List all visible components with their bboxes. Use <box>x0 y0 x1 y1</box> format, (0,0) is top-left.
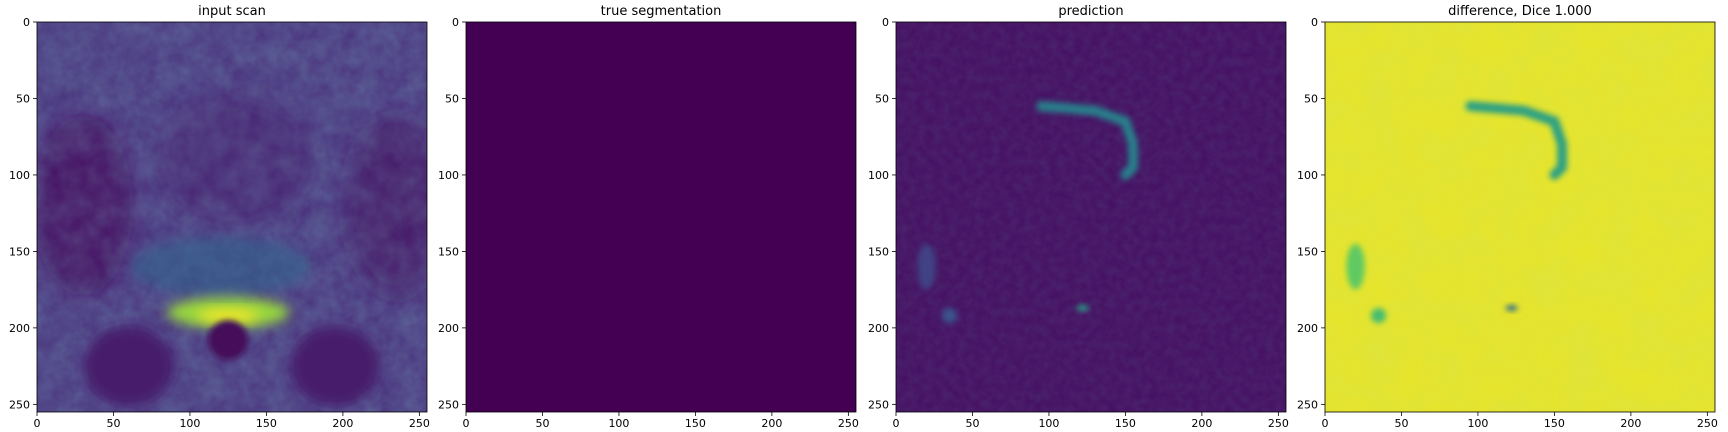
activation-blob <box>917 243 936 290</box>
y-tick-label: 150 <box>9 245 30 258</box>
heatmap-texture <box>1325 22 1715 412</box>
panel-title: true segmentation <box>601 4 722 19</box>
x-tick-label: 150 <box>1115 417 1136 430</box>
x-tick-label: 100 <box>608 417 629 430</box>
panel-2: prediction 0 50 100 150 200 250 0 50 100 150 200 250 <box>868 4 1289 430</box>
axes-frame <box>1324 21 1716 413</box>
axes-frame <box>895 21 1287 413</box>
x-tick-label: 50 <box>965 417 979 430</box>
x-tick-label: 50 <box>1394 417 1408 430</box>
heatmap-texture <box>896 22 1286 412</box>
panel-1: true segmentation 0 50 100 150 200 250 0 50 100 15… <box>438 4 859 430</box>
femoral-head <box>290 326 381 407</box>
y-tick-label: 200 <box>438 322 459 335</box>
x-tick-label: 50 <box>106 417 120 430</box>
x-tick-label: 200 <box>332 417 353 430</box>
x-tick-label: 250 <box>1268 417 1289 430</box>
y-tick-label: 50 <box>16 92 30 105</box>
y-tick-label: 0 <box>1311 16 1318 29</box>
y-tick-label: 150 <box>438 245 459 258</box>
activation-arc <box>1036 101 1139 180</box>
x-tick-label: 0 <box>893 417 900 430</box>
bright-region <box>197 309 259 322</box>
x-tick-label: 0 <box>34 417 41 430</box>
y-tick-label: 200 <box>9 322 30 335</box>
y-tick-label: 200 <box>1297 322 1318 335</box>
x-tick-label: 250 <box>409 417 430 430</box>
heatmap-image <box>896 22 1286 412</box>
y-tick-label: 150 <box>868 245 889 258</box>
x-tick-label: 200 <box>761 417 782 430</box>
y-tick-label: 150 <box>1297 245 1318 258</box>
x-tick-label: 150 <box>685 417 706 430</box>
heatmap-image <box>466 22 856 412</box>
x-tick-label: 250 <box>1697 417 1718 430</box>
x-tick-label: 0 <box>1322 417 1329 430</box>
y-tick-label: 200 <box>868 322 889 335</box>
x-tick-label: 100 <box>1467 417 1488 430</box>
axes-frame <box>36 21 428 413</box>
panel-0: input scan 0 50 100 150 200 250 0 50 100 150 200 250 <box>9 4 430 430</box>
panel-3: difference, Dice 1.000 0 50 100 150 200 250 0 50… <box>1297 4 1718 430</box>
x-tick-label: 200 <box>1620 417 1641 430</box>
activation-blob <box>1346 243 1365 290</box>
y-tick-label: 50 <box>875 92 889 105</box>
activation-blob <box>1505 304 1518 312</box>
panel-title: input scan <box>198 4 266 19</box>
y-tick-label: 250 <box>438 398 459 411</box>
rectum-region <box>208 320 249 360</box>
x-tick-label: 250 <box>838 417 859 430</box>
x-tick-label: 100 <box>1038 417 1059 430</box>
y-tick-label: 250 <box>9 398 30 411</box>
activation-arc <box>1465 101 1568 180</box>
y-tick-label: 100 <box>438 169 459 182</box>
activation-blob <box>941 308 958 324</box>
y-tick-label: 0 <box>23 16 30 29</box>
activation-blob <box>1076 304 1089 312</box>
heatmap-image <box>37 22 427 412</box>
axes-frame <box>465 21 857 413</box>
panel-title: prediction <box>1058 4 1123 19</box>
x-tick-label: 100 <box>179 417 200 430</box>
y-tick-label: 100 <box>9 169 30 182</box>
x-tick-label: 150 <box>256 417 277 430</box>
x-tick-label: 50 <box>535 417 549 430</box>
y-tick-label: 100 <box>868 169 889 182</box>
x-tick-label: 150 <box>1544 417 1565 430</box>
y-tick-label: 50 <box>1304 92 1318 105</box>
activation-blob <box>1370 308 1387 324</box>
x-tick-label: 200 <box>1191 417 1212 430</box>
femoral-head <box>83 326 174 407</box>
y-tick-label: 100 <box>1297 169 1318 182</box>
y-tick-label: 250 <box>868 398 889 411</box>
heatmap-image <box>1325 22 1715 412</box>
panel-title: difference, Dice 1.000 <box>1448 4 1592 19</box>
y-tick-label: 0 <box>452 16 459 29</box>
tissue-band <box>130 236 311 297</box>
heatmap-background <box>466 22 856 412</box>
x-tick-label: 0 <box>463 417 470 430</box>
y-tick-label: 0 <box>882 16 889 29</box>
y-tick-label: 250 <box>1297 398 1318 411</box>
y-tick-label: 50 <box>445 92 459 105</box>
